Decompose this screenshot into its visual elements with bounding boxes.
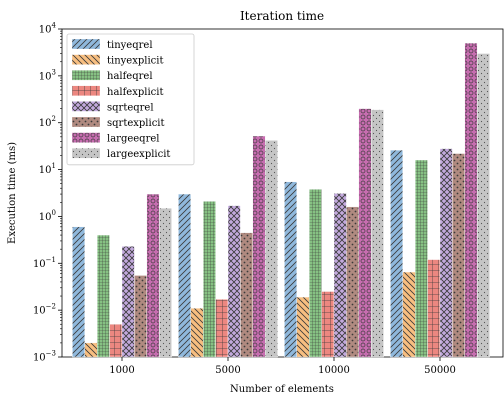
bar-tinyexplicit-5000 xyxy=(190,308,204,358)
y-axis-label: Execution time (ms) xyxy=(7,142,18,244)
plot-frame xyxy=(61,28,504,358)
legend-swatch-largeeqrel xyxy=(71,132,101,143)
bar-sqrtexplicit-10000 xyxy=(346,206,359,358)
bars xyxy=(72,42,490,358)
bar-largeeqrel-10000 xyxy=(358,108,372,358)
bar-halfeqrel-50000 xyxy=(415,159,428,358)
legend-swatch-sqrteqrel xyxy=(71,101,101,112)
bar-halfexplicit-50000 xyxy=(427,259,441,358)
bar-sqrtexplicit-5000 xyxy=(240,232,253,358)
legend-label-halfexplicit: halfexplicit xyxy=(107,87,163,98)
bar-tinyeqrel-50000 xyxy=(390,149,403,358)
legend-swatch-largeexplicit xyxy=(71,148,101,159)
legend-swatch-halfeqrel xyxy=(71,70,101,81)
bar-halfexplicit-1000 xyxy=(109,324,123,358)
y-tick-label: 102 xyxy=(39,115,56,129)
legend-swatch-tinyexplicit xyxy=(71,54,101,65)
legend-label-largeexplicit: largeexplicit xyxy=(107,149,170,160)
bar-tinyexplicit-10000 xyxy=(296,296,310,358)
bar-halfexplicit-10000 xyxy=(321,291,335,358)
bar-sqrteqrel-5000 xyxy=(227,205,241,358)
bar-tinyexplicit-50000 xyxy=(402,271,416,358)
legend-label-largeeqrel: largeeqrel xyxy=(107,134,159,145)
legend-label-sqrtexplicit: sqrtexplicit xyxy=(107,118,165,129)
legend-swatch-halfexplicit xyxy=(71,85,101,96)
x-tick-label: 10000 xyxy=(318,365,350,376)
bar-largeeqrel-50000 xyxy=(464,42,478,358)
x-axis-label: Number of elements xyxy=(230,384,334,395)
y-tick-label: 103 xyxy=(39,68,56,82)
y-tick-label: 10−1 xyxy=(33,256,56,270)
plot-area xyxy=(61,28,504,358)
bar-sqrtexplicit-1000 xyxy=(134,275,147,358)
bar-halfeqrel-10000 xyxy=(309,189,322,358)
chart-title: Iteration time xyxy=(240,9,324,23)
bar-largeexplicit-50000 xyxy=(477,53,490,358)
bar-largeexplicit-1000 xyxy=(158,207,172,358)
bar-sqrteqrel-10000 xyxy=(333,193,347,358)
bar-tinyeqrel-1000 xyxy=(72,226,86,358)
bar-sqrteqrel-1000 xyxy=(121,246,135,358)
bar-largeeqrel-1000 xyxy=(146,193,160,358)
y-tick-label: 100 xyxy=(39,209,56,223)
bar-halfeqrel-1000 xyxy=(96,234,110,358)
bar-tinyexplicit-1000 xyxy=(84,342,98,358)
y-tick-label: 10−3 xyxy=(33,350,56,364)
bar-largeeqrel-5000 xyxy=(252,135,266,358)
legend-label-sqrteqrel: sqrteqrel xyxy=(107,102,154,113)
bar-largeexplicit-10000 xyxy=(371,109,384,358)
x-tick-label: 5000 xyxy=(215,365,240,376)
x-tick-label: 50000 xyxy=(424,365,456,376)
bar-tinyeqrel-5000 xyxy=(178,193,191,358)
y-tick-label: 101 xyxy=(39,162,56,176)
legend-swatch-sqrtexplicit xyxy=(71,116,101,128)
legend-label-tinyexplicit: tinyexplicit xyxy=(107,56,163,67)
x-tick-label: 1000 xyxy=(109,365,134,376)
y-axis: 10−3 10−2 10−1 100 101 102 103 104 xyxy=(33,22,62,364)
legend-label-tinyeqrel: tinyeqrel xyxy=(107,40,153,51)
legend-swatch-tinyeqrel xyxy=(71,38,101,50)
legend-label-halfeqrel: halfeqrel xyxy=(107,71,153,82)
bar-sqrtexplicit-50000 xyxy=(452,153,465,358)
bar-tinyeqrel-10000 xyxy=(284,181,297,358)
bar-halfexplicit-5000 xyxy=(215,299,229,358)
bar-halfeqrel-5000 xyxy=(202,201,216,358)
bar-largeexplicit-5000 xyxy=(265,140,278,358)
legend-frame xyxy=(66,33,195,166)
bar-sqrteqrel-50000 xyxy=(439,148,453,358)
y-tick-label: 10−2 xyxy=(33,303,56,317)
y-tick-label: 104 xyxy=(39,22,57,36)
x-axis: 1000 5000 10000 50000 xyxy=(109,357,456,376)
legend: tinyeqrel tinyexplicit halfeqrel halfexplic… xyxy=(66,33,195,166)
